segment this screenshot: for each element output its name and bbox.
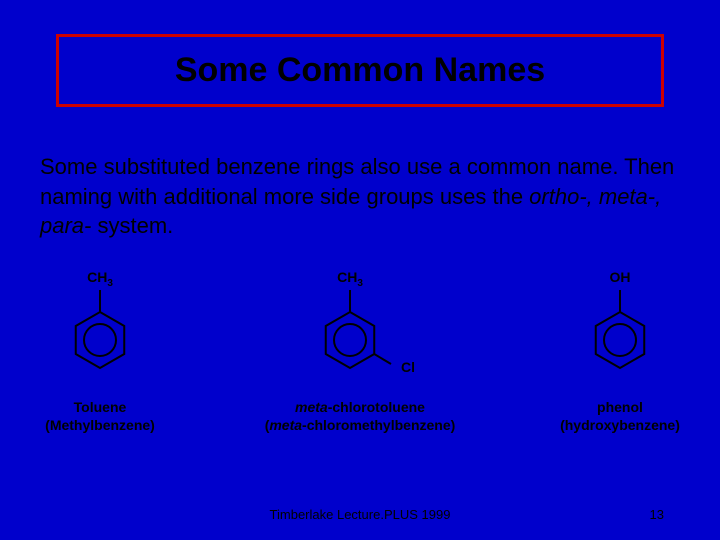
phenol-caption: phenol (hydroxybenzene)	[560, 398, 680, 434]
toluene-name1: Toluene	[74, 399, 127, 415]
molecule-toluene: CH3 Toluene (Methylbenzene)	[40, 260, 160, 434]
body-post: system.	[91, 213, 173, 238]
svg-text:CH3: CH3	[87, 269, 113, 289]
mct-name2-plain: -chloromethylbenzene)	[302, 417, 455, 433]
phenol-structure: OH	[560, 260, 680, 390]
toluene-name2: (Methylbenzene)	[45, 416, 155, 434]
page-number: 13	[650, 507, 664, 522]
metachlorotoluene-structure: CH3 Cl	[285, 260, 435, 390]
toluene-top-sub: 3	[107, 278, 113, 289]
slide-title: Some Common Names	[79, 51, 641, 90]
mct-cl-label: Cl	[401, 359, 415, 375]
title-box: Some Common Names	[56, 34, 664, 107]
molecules-row: CH3 Toluene (Methylbenzene) CH3 Cl meta-…	[40, 260, 680, 434]
mct-name1-plain: -chlorotoluene	[328, 399, 425, 415]
toluene-top-label: CH	[87, 269, 107, 285]
molecule-phenol: OH phenol (hydroxybenzene)	[560, 260, 680, 434]
mct-top-sub: 3	[357, 278, 363, 289]
toluene-caption: Toluene (Methylbenzene)	[45, 398, 155, 434]
phenol-name2: (hydroxybenzene)	[560, 416, 680, 434]
phenol-top-label: OH	[609, 269, 630, 285]
footer-credit: Timberlake Lecture.PLUS 1999	[0, 507, 720, 522]
mct-top-label: CH	[337, 269, 357, 285]
svg-text:CH3: CH3	[337, 269, 363, 289]
molecule-metachlorotoluene: CH3 Cl meta-chlorotoluene (meta-chlorome…	[265, 260, 456, 434]
body-text: Some substituted benzene rings also use …	[40, 152, 680, 241]
toluene-structure: CH3	[40, 260, 160, 390]
phenol-name1: phenol	[597, 399, 643, 415]
mct-caption: meta-chlorotoluene (meta-chloromethylben…	[265, 398, 456, 434]
mct-name2-italic: meta	[269, 417, 302, 433]
mct-name1-italic: meta	[295, 399, 328, 415]
